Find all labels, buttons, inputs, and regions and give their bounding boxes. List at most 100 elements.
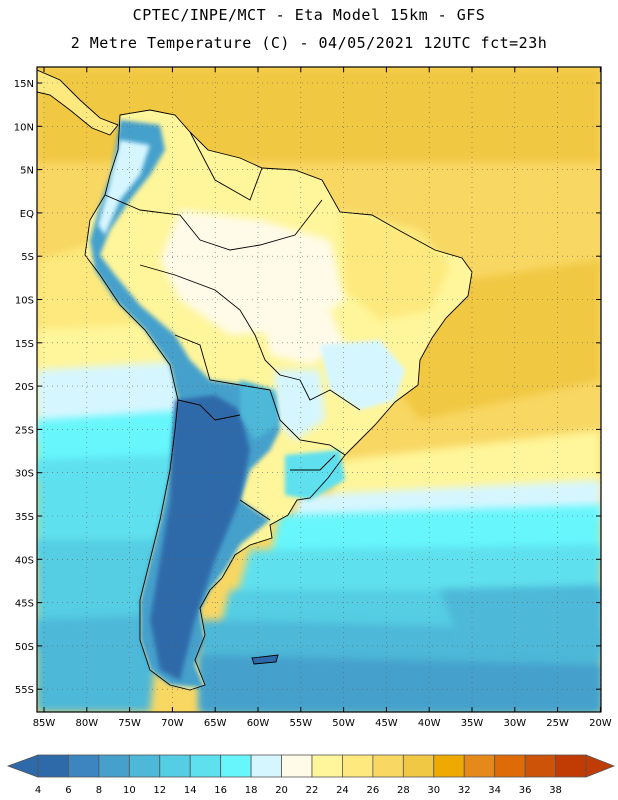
lon-label: 20W	[589, 718, 612, 729]
gran-chaco-cool	[240, 380, 278, 440]
colorbar-cell	[220, 754, 252, 778]
lat-label: 25S	[15, 425, 34, 436]
colorbar-cell	[555, 754, 587, 778]
lat-label: 35S	[15, 512, 34, 523]
lon-label: 55W	[289, 718, 312, 729]
colorbar-label: 8	[96, 785, 102, 796]
lon-label: 75W	[118, 718, 141, 729]
lat-label: 20S	[15, 382, 34, 393]
border-brazil-north	[199, 199, 323, 251]
colorbar-cells	[6, 754, 616, 778]
colorbar-label: 18	[245, 785, 258, 796]
colorbar-cell	[250, 754, 282, 778]
colorbar-cell	[128, 754, 161, 778]
border-bolivia-south	[174, 334, 271, 391]
ocean-atlantic-10	[200, 655, 601, 712]
southeast-brazil-cool	[320, 340, 405, 410]
northeast-brazil-warm	[340, 210, 450, 320]
colorbar-cell	[37, 754, 69, 778]
lat-label: 50S	[15, 642, 34, 653]
map-field	[37, 67, 601, 712]
coastlines-borders	[37, 69, 473, 691]
latitude-labels: 15N 10N 5N EQ 5S 10S 15S 20S 25S 30S 35S 40S 45S 50S 5…	[14, 79, 34, 696]
colorbar-label: 26	[367, 785, 380, 796]
longitude-labels: 85W 80W 75W 70W 65W 60W 55W 50W 45W 40W 35W 30W 25W 2…	[33, 718, 612, 729]
colorbar-cell	[311, 754, 343, 778]
lon-label: 30W	[503, 718, 526, 729]
colorbar-cell	[68, 754, 100, 778]
colorbar-label: 12	[153, 785, 166, 796]
colorbar-arrow-low	[6, 754, 39, 778]
temperature-map: 15N 10N 5N EQ 5S 10S 15S 20S 25S 30S 35S 40S 45S 50S 5…	[14, 66, 612, 729]
lat-label: 45S	[15, 599, 34, 610]
colorbar-label: 36	[519, 785, 532, 796]
map-frame	[36, 66, 602, 713]
lon-label: 85W	[33, 718, 56, 729]
lon-label: 70W	[161, 718, 184, 729]
lat-label: 30S	[15, 469, 34, 480]
south-america-coastline	[84, 109, 473, 691]
ocean-atlantic-12b	[440, 585, 601, 650]
lon-label: 45W	[375, 718, 398, 729]
border-chile-argentina-north	[177, 399, 241, 421]
lat-label: 5N	[20, 166, 34, 177]
colorbar-labels: 4 6 8 10 12 14 16 18 20 22 24 26 28 30 32 34 36 38	[35, 785, 562, 796]
amazon-cooler-zone	[160, 210, 345, 335]
lon-label: 65W	[204, 718, 227, 729]
lat-label: 15S	[15, 339, 34, 350]
border-brazil-paraguay	[299, 379, 361, 411]
border-colombia-venezuela	[189, 131, 263, 201]
map-title-line1: CPTEC/INPE/MCT - Eta Model 15km - GFS	[132, 6, 486, 24]
colorbar-cell	[433, 754, 465, 778]
lat-label: 10N	[14, 122, 34, 133]
lat-label: 55S	[15, 685, 34, 696]
colorbar-label: 14	[184, 785, 197, 796]
lat-label: EQ	[20, 209, 34, 220]
graticule	[37, 67, 601, 712]
colorbar-label: 24	[336, 785, 349, 796]
colorbar-cell	[281, 754, 313, 778]
colorbar-label: 28	[397, 785, 410, 796]
colorbar-cell	[159, 754, 191, 778]
border-brazil-peru-bolivia	[139, 264, 301, 381]
central-america-coastline	[37, 69, 119, 136]
map-title-line2: 2 Metre Temperature (C) - 04/05/2021 12U…	[70, 34, 548, 52]
colorbar-cell	[372, 754, 404, 778]
colorbar-label: 30	[427, 785, 440, 796]
lat-label: 40S	[15, 555, 34, 566]
falkland-islands-coastline	[251, 654, 279, 665]
colorbar-label: 6	[65, 785, 71, 796]
uruguay-cool	[285, 450, 345, 500]
border-uruguay	[290, 454, 336, 471]
ocean-pacific-16	[37, 455, 180, 560]
colorbar-label: 4	[35, 785, 41, 796]
lat-label: 15N	[14, 79, 34, 90]
border-rio-de-la-plata	[239, 499, 271, 521]
colorbar-label: 16	[214, 785, 227, 796]
paraguay-cool	[275, 370, 325, 440]
central-america	[37, 70, 118, 135]
colorbar-cell	[189, 754, 222, 778]
colorbar-cell	[98, 754, 130, 778]
lon-label: 35W	[461, 718, 484, 729]
colorbar: 4 6 8 10 12 14 16 18 20 22 24 26 28 30 32 34 36 38	[6, 754, 616, 796]
colorbar-cell	[524, 754, 556, 778]
lon-label: 50W	[332, 718, 355, 729]
border-colombia-ecuador-peru	[104, 194, 201, 241]
ocean-pacific-12	[37, 615, 160, 712]
colorbar-label: 10	[123, 785, 136, 796]
lon-label: 25W	[546, 718, 569, 729]
northern-andes-ridge	[98, 140, 150, 235]
colorbar-label: 32	[458, 785, 471, 796]
border-paraguay-argentina	[269, 389, 346, 456]
lat-label: 10S	[15, 296, 34, 307]
colorbar-cell	[494, 754, 526, 778]
colorbar-label: 34	[488, 785, 501, 796]
lat-label: 5S	[21, 252, 34, 263]
patagonia-coldest	[150, 395, 250, 680]
colorbar-label: 22	[306, 785, 319, 796]
colorbar-arrow-high	[585, 754, 616, 778]
lon-label: 40W	[418, 718, 441, 729]
colorbar-label: 20	[275, 785, 288, 796]
colorbar-label: 38	[549, 785, 562, 796]
